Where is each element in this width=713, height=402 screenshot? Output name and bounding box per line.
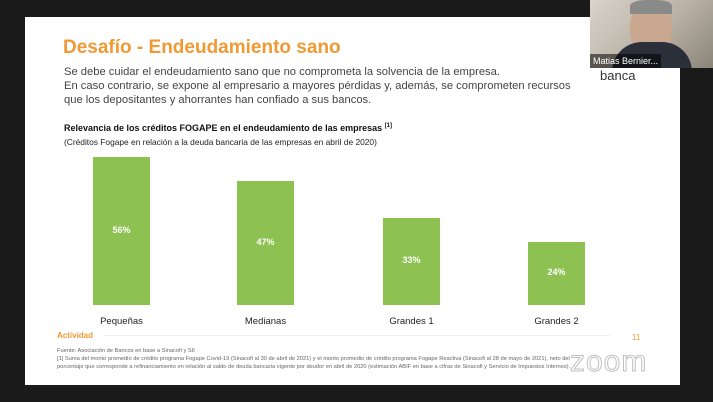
chart-title-text: Relevancia de los créditos FOGAPE en el … — [64, 123, 383, 133]
category-label: Medianas — [244, 316, 287, 327]
chart-title-note: [1] — [384, 123, 392, 129]
bar-value-label: 56% — [112, 225, 131, 235]
participant-hair — [630, 0, 672, 14]
zoom-watermark: zoom — [569, 345, 648, 379]
bar-chart: 56% Pequeñas 47% Medianas 33% Grandes 1 24% Gra… — [25, 17, 680, 327]
participant-name: Matias Bernier... — [590, 54, 662, 68]
bar-grandes-1: 33% — [383, 217, 440, 305]
footer-label: Actividad — [57, 331, 94, 340]
footer-divider — [105, 335, 610, 336]
bar-value-label: 33% — [402, 255, 421, 266]
category-label: Grandes 2 — [534, 316, 579, 327]
footnote-line: porcentaje que corresponde a refinanciam… — [57, 364, 571, 370]
body-line: que los depositantes y ahorrantes han co… — [64, 94, 372, 106]
category-label: Pequeñas — [100, 316, 143, 327]
bar-medianas: 47% — [237, 180, 294, 305]
bar-pequeñas: 56% — [93, 157, 150, 305]
body-line: En caso contrario, se expone al empresar… — [64, 80, 571, 92]
chart-subtitle: (Créditos Fogape en relación a la deuda … — [64, 137, 377, 147]
chart-title: Relevancia de los créditos FOGAPE en el … — [64, 123, 392, 133]
bar-value-label: 47% — [256, 236, 275, 247]
page-number: 11 — [632, 333, 641, 342]
body-line: Se debe cuidar el endeudamiento sano que… — [64, 66, 500, 78]
participant-video-tile[interactable]: Matias Bernier... — [590, 0, 713, 68]
slide-body: Se debe cuidar el endeudamiento sano que… — [64, 65, 571, 107]
footnote-line: [1] Suma del monto promedio de crédito p… — [57, 356, 570, 362]
presentation-slide: Desafío - Endeudamiento sano Se debe cui… — [25, 17, 680, 385]
source-note: Fuente: Asociación de Bancos en base a S… — [57, 348, 195, 354]
logo-text: banca — [600, 68, 636, 83]
category-label: Grandes 1 — [389, 316, 434, 327]
bar-grandes-2: 24% — [528, 241, 585, 305]
bar-value-label: 24% — [547, 267, 566, 278]
slide-title: Desafío - Endeudamiento sano — [63, 37, 341, 58]
